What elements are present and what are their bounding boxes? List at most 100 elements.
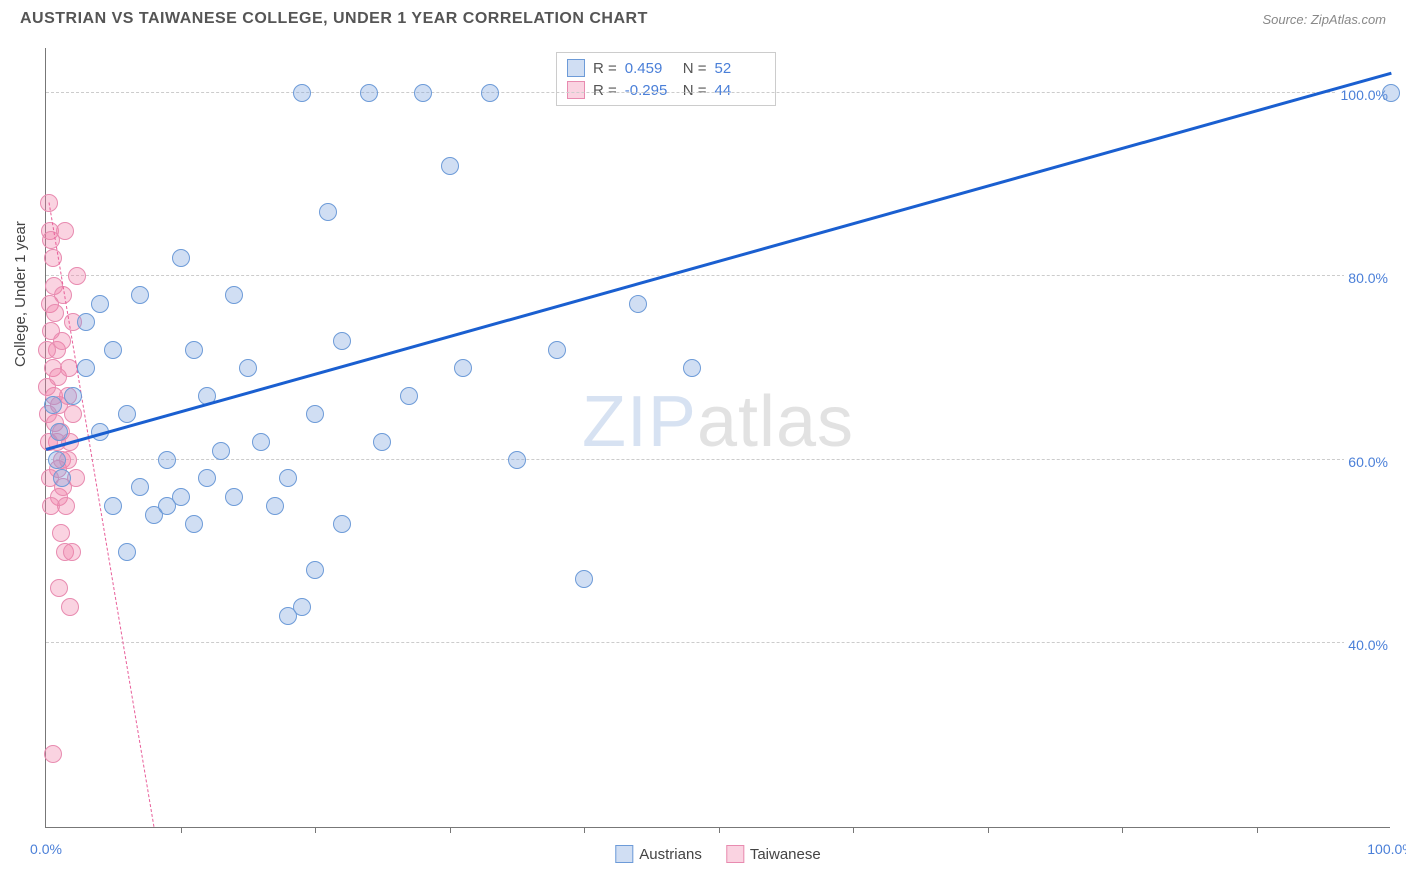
chart-title: AUSTRIAN VS TAIWANESE COLLEGE, UNDER 1 Y… [20,10,648,28]
watermark: ZIPatlas [582,381,854,463]
legend-item: Taiwanese [726,845,821,863]
gridline [46,459,1390,460]
data-point [225,488,243,506]
x-tick [719,827,720,833]
data-point [306,405,324,423]
data-point [38,378,56,396]
data-point [77,359,95,377]
source-attribution: Source: ZipAtlas.com [1262,12,1386,27]
legend-item: Austrians [615,845,702,863]
x-tick [1257,827,1258,833]
series-legend: Austrians Taiwanese [615,845,820,863]
data-point [306,561,324,579]
data-point [131,478,149,496]
x-tick-label: 100.0% [1367,841,1406,857]
scatter-chart: ZIPatlas R = 0.459 N = 52 R = -0.295 N =… [45,48,1390,828]
data-point [414,84,432,102]
data-point [104,497,122,515]
data-point [77,313,95,331]
gridline [46,92,1390,93]
y-tick-label: 60.0% [1344,454,1392,470]
gridline [46,275,1390,276]
series-swatch-icon [567,81,585,99]
series-swatch-icon [567,59,585,77]
x-tick [853,827,854,833]
data-point [118,543,136,561]
r-value: 0.459 [625,60,675,77]
data-point [279,469,297,487]
x-tick-label: 0.0% [30,841,62,857]
x-tick [988,827,989,833]
data-point [683,359,701,377]
legend-label: Taiwanese [750,846,821,863]
data-point [198,469,216,487]
data-point [44,745,62,763]
data-point [131,286,149,304]
correlation-stats-box: R = 0.459 N = 52 R = -0.295 N = 44 [556,52,776,106]
data-point [360,84,378,102]
data-point [91,295,109,313]
data-point [293,84,311,102]
data-point [239,359,257,377]
data-point [575,570,593,588]
data-point [50,423,68,441]
data-point [441,157,459,175]
data-point [481,84,499,102]
data-point [56,222,74,240]
x-tick [450,827,451,833]
data-point [373,433,391,451]
data-point [319,203,337,221]
data-point [118,405,136,423]
data-point [50,579,68,597]
n-value: 44 [715,82,765,99]
y-tick-label: 40.0% [1344,637,1392,653]
data-point [185,515,203,533]
data-point [629,295,647,313]
x-tick [181,827,182,833]
data-point [548,341,566,359]
data-point [212,442,230,460]
data-point [63,543,81,561]
x-tick [1122,827,1123,833]
y-tick-label: 80.0% [1344,270,1392,286]
chart-header: AUSTRIAN VS TAIWANESE COLLEGE, UNDER 1 Y… [0,0,1406,28]
x-tick [315,827,316,833]
series-swatch-icon [615,845,633,863]
x-tick [584,827,585,833]
data-point [158,451,176,469]
data-point [104,341,122,359]
data-point [61,598,79,616]
data-point [48,451,66,469]
legend-label: Austrians [639,846,702,863]
data-point [44,396,62,414]
data-point [172,488,190,506]
data-point [53,469,71,487]
data-point [225,286,243,304]
data-point [185,341,203,359]
n-value: 52 [715,60,765,77]
series-swatch-icon [726,845,744,863]
data-point [68,267,86,285]
data-point [172,249,190,267]
data-point [46,304,64,322]
data-point [293,598,311,616]
data-point [333,515,351,533]
data-point [64,387,82,405]
data-point [42,497,60,515]
trend-line [46,72,1392,451]
stats-row: R = -0.295 N = 44 [567,79,765,101]
gridline [46,642,1390,643]
data-point [252,433,270,451]
data-point [38,341,56,359]
data-point [508,451,526,469]
data-point [454,359,472,377]
y-axis-label: College, Under 1 year [12,221,29,367]
data-point [64,405,82,423]
data-point [266,497,284,515]
data-point [52,524,70,542]
r-value: -0.295 [625,82,675,99]
data-point [333,332,351,350]
data-point [400,387,418,405]
stats-row: R = 0.459 N = 52 [567,57,765,79]
data-point [1382,84,1400,102]
